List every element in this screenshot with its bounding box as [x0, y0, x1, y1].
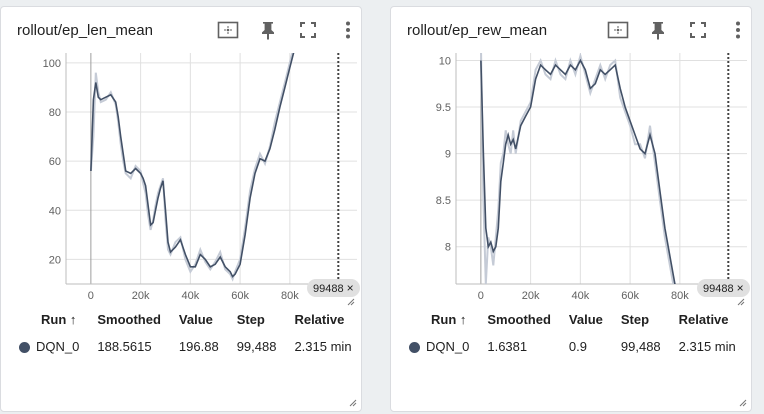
card-title: rollout/ep_len_mean [17, 22, 153, 39]
table-row: DQN_0 188.5615 196.88 99,488 2.315 min [19, 339, 361, 354]
close-icon[interactable]: × [346, 281, 354, 295]
sort-arrow-icon: ↑ [459, 312, 467, 327]
more-options-button[interactable] [725, 17, 751, 43]
run-color-dot [409, 342, 420, 354]
table-header-row: Run ↑ Smoothed Value Step Relative [409, 312, 751, 339]
raw-series-line [480, 53, 675, 284]
y-tick-label: 10 [439, 55, 451, 67]
line-chart[interactable]: 20 40 60 80 100 0 20k 40k 60k 80k [1, 53, 362, 313]
x-tick-label: 60k [231, 290, 249, 302]
y-tick-label: 8 [445, 242, 451, 254]
smoothed-series-line [90, 53, 295, 278]
fullscreen-icon [300, 22, 316, 38]
smoothed-value: 1.6381 [487, 339, 528, 354]
column-header-relative[interactable]: Relative [294, 312, 345, 327]
card-title: rollout/ep_rew_mean [407, 22, 548, 39]
step-chip-label: 99488 [703, 283, 734, 295]
raw-series-line [89, 53, 294, 282]
x-tick-label: 40k [181, 290, 199, 302]
run-color-dot [19, 342, 30, 354]
y-tick-label: 9 [445, 149, 451, 161]
fullscreen-button[interactable] [685, 17, 711, 43]
relative-time: 2.315 min [678, 339, 736, 354]
runs-table: Run ↑ Smoothed Value Step Relative DQN_0… [409, 312, 751, 354]
fit-domain-icon [217, 21, 239, 39]
smoothed-series-line [480, 58, 676, 284]
column-header-smoothed[interactable]: Smoothed [487, 312, 551, 327]
y-tick-label: 9.5 [436, 102, 451, 114]
table-header-row: Run ↑ Smoothed Value Step Relative [19, 312, 361, 339]
x-tick-label: 80k [671, 290, 689, 302]
runs-table: Run ↑ Smoothed Value Step Relative DQN_0… [19, 312, 361, 354]
step-marker-chip[interactable]: 99488 × [307, 279, 360, 297]
x-tick-label: 20k [132, 290, 150, 302]
chart-resize-icon[interactable] [737, 298, 745, 306]
x-tick-label: 0 [478, 290, 484, 302]
x-tick-label: 40k [571, 290, 589, 302]
card-resize-icon[interactable] [739, 399, 747, 407]
column-header-relative[interactable]: Relative [678, 312, 729, 327]
y-tick-label: 60 [49, 156, 61, 168]
pin-icon [652, 22, 664, 40]
step-value: 99,488 [620, 339, 661, 354]
fit-domain-button[interactable] [215, 17, 241, 43]
y-tick-label: 8.5 [436, 195, 451, 207]
column-header-step[interactable]: Step [236, 312, 265, 327]
relative-time: 2.315 min [294, 339, 352, 354]
line-chart[interactable]: 8 8.5 9 9.5 10 0 20k 40k 60k 80k [391, 53, 752, 313]
chart-card-ep-rew-mean: rollout/ep_rew_mean 8 8.5 9 9.5 10 0 20k 40k 60k… [390, 6, 752, 412]
column-header-run[interactable]: Run ↑ [41, 312, 77, 327]
pin-button[interactable] [255, 17, 281, 43]
sort-arrow-icon: ↑ [69, 312, 77, 327]
y-tick-label: 40 [49, 205, 61, 217]
column-header-smoothed[interactable]: Smoothed [97, 312, 161, 327]
card-resize-icon[interactable] [349, 399, 357, 407]
x-tick-label: 0 [88, 290, 94, 302]
step-chip-label: 99488 [313, 283, 344, 295]
x-tick-label: 60k [621, 290, 639, 302]
column-header-value[interactable]: Value [178, 312, 213, 327]
pin-button[interactable] [645, 17, 671, 43]
raw-value: 0.9 [568, 339, 587, 354]
pin-icon [262, 22, 274, 40]
step-marker-chip[interactable]: 99488 × [697, 279, 750, 297]
chart-card-ep-len-mean: rollout/ep_len_mean 20 40 60 80 100 0 20k 40k 60… [0, 6, 362, 412]
fit-domain-button[interactable] [605, 17, 631, 43]
run-name: DQN_0 [36, 339, 80, 354]
smoothed-value: 188.5615 [97, 339, 152, 354]
fullscreen-button[interactable] [295, 17, 321, 43]
raw-value: 196.88 [178, 339, 219, 354]
run-name: DQN_0 [426, 339, 470, 354]
column-header-step[interactable]: Step [620, 312, 650, 327]
column-header-value[interactable]: Value [568, 312, 603, 327]
x-tick-label: 80k [281, 290, 299, 302]
y-tick-label: 100 [43, 58, 61, 70]
fit-domain-icon [607, 21, 629, 39]
table-row: DQN_0 1.6381 0.9 99,488 2.315 min [409, 339, 751, 354]
more-options-button[interactable] [335, 17, 361, 43]
y-tick-label: 80 [49, 107, 61, 119]
column-header-run[interactable]: Run ↑ [431, 312, 467, 327]
chart-resize-icon[interactable] [347, 298, 355, 306]
close-icon[interactable]: × [736, 281, 744, 295]
more-vert-icon [736, 21, 740, 39]
x-tick-label: 20k [522, 290, 540, 302]
step-value: 99,488 [236, 339, 277, 354]
y-tick-label: 20 [49, 254, 61, 266]
more-vert-icon [346, 21, 350, 39]
fullscreen-icon [690, 22, 706, 38]
